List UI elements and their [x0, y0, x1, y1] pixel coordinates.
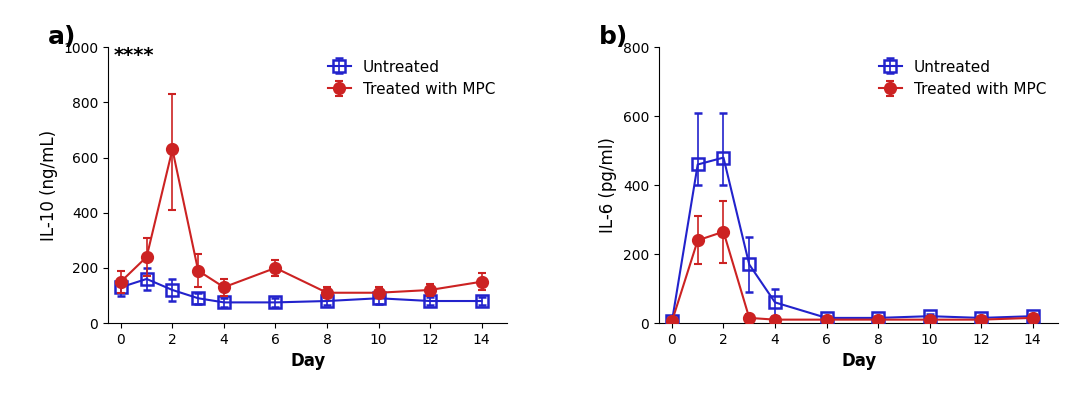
Y-axis label: IL-6 (pg/ml): IL-6 (pg/ml) — [599, 137, 618, 233]
X-axis label: Day: Day — [291, 352, 325, 370]
Legend: Untreated, Treated with MPC: Untreated, Treated with MPC — [323, 55, 500, 102]
X-axis label: Day: Day — [841, 352, 876, 370]
Text: b): b) — [599, 25, 629, 49]
Text: a): a) — [49, 25, 77, 49]
Y-axis label: IL-10 (ng/mL): IL-10 (ng/mL) — [40, 130, 57, 241]
Text: ****: **** — [113, 46, 154, 65]
Legend: Untreated, Treated with MPC: Untreated, Treated with MPC — [874, 55, 1051, 102]
